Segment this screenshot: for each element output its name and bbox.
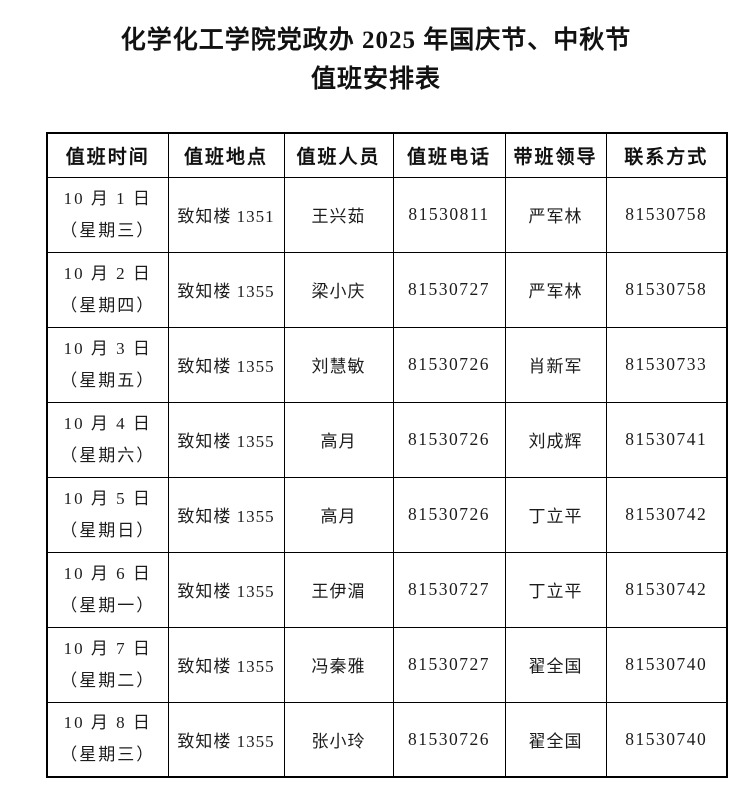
cell-duty-date: 10 月 5 日 （星期日）: [46, 476, 169, 553]
table-header-row: 值班时间 值班地点 值班人员 值班电话 带班领导 联系方式: [46, 132, 728, 178]
cell-duty-person: 王兴茹: [283, 176, 394, 253]
cell-duty-date: 10 月 7 日 （星期二）: [46, 626, 169, 703]
cell-duty-person: 冯秦雅: [283, 626, 394, 703]
cell-duty-phone: 81530727: [392, 551, 506, 628]
cell-duty-location: 致知楼 1355: [167, 551, 285, 628]
cell-duty-date: 10 月 6 日 （星期一）: [46, 551, 169, 628]
cell-contact: 81530758: [605, 251, 728, 328]
header-duty-location: 值班地点: [167, 132, 285, 178]
date-text: 10 月 3 日: [63, 338, 152, 358]
table-row: 10 月 3 日 （星期五） 致知楼 1355 刘慧敏 81530726 肖新军…: [46, 326, 728, 403]
document-title: 化学化工学院党政办 2025 年国庆节、中秋节 值班安排表: [0, 0, 752, 99]
cell-duty-leader: 翟全国: [504, 626, 607, 703]
cell-duty-person: 高月: [283, 401, 394, 478]
cell-duty-location: 致知楼 1355: [167, 326, 285, 403]
title-line-1: 化学化工学院党政办 2025 年国庆节、中秋节: [120, 27, 632, 54]
cell-duty-location: 致知楼 1355: [167, 401, 285, 478]
cell-duty-person: 高月: [283, 476, 394, 553]
table-row: 10 月 6 日 （星期一） 致知楼 1355 王伊湄 81530727 丁立平…: [46, 551, 728, 628]
cell-contact: 81530741: [605, 401, 728, 478]
cell-duty-date: 10 月 1 日 （星期三）: [46, 176, 169, 253]
weekday-text: （星期日）: [60, 520, 156, 540]
title-line-2: 值班安排表: [310, 66, 441, 93]
cell-duty-location: 致知楼 1355: [167, 476, 285, 553]
duty-schedule-table: 值班时间 值班地点 值班人员 值班电话 带班领导 联系方式 10 月 1 日 （…: [46, 132, 728, 778]
cell-duty-leader: 严军林: [504, 176, 607, 253]
date-text: 10 月 7 日: [63, 638, 152, 658]
header-duty-person: 值班人员: [283, 132, 394, 178]
table-row: 10 月 7 日 （星期二） 致知楼 1355 冯秦雅 81530727 翟全国…: [46, 626, 728, 703]
cell-contact: 81530742: [605, 476, 728, 553]
cell-duty-leader: 严军林: [504, 251, 607, 328]
cell-duty-date: 10 月 2 日 （星期四）: [46, 251, 169, 328]
cell-duty-leader: 刘成辉: [504, 401, 607, 478]
weekday-text: （星期一）: [60, 595, 156, 615]
cell-duty-phone: 81530726: [392, 701, 506, 778]
header-duty-phone: 值班电话: [392, 132, 506, 178]
cell-duty-date: 10 月 3 日 （星期五）: [46, 326, 169, 403]
weekday-text: （星期三）: [60, 220, 156, 240]
table-row: 10 月 4 日 （星期六） 致知楼 1355 高月 81530726 刘成辉 …: [46, 401, 728, 478]
cell-duty-person: 刘慧敏: [283, 326, 394, 403]
cell-duty-person: 王伊湄: [283, 551, 394, 628]
cell-duty-phone: 81530726: [392, 401, 506, 478]
cell-duty-person: 张小玲: [283, 701, 394, 778]
cell-duty-date: 10 月 4 日 （星期六）: [46, 401, 169, 478]
weekday-text: （星期二）: [60, 670, 156, 690]
cell-contact: 81530733: [605, 326, 728, 403]
table-row: 10 月 2 日 （星期四） 致知楼 1355 梁小庆 81530727 严军林…: [46, 251, 728, 328]
cell-duty-phone: 81530727: [392, 626, 506, 703]
table-row: 10 月 1 日 （星期三） 致知楼 1351 王兴茹 81530811 严军林…: [46, 176, 728, 253]
cell-duty-location: 致知楼 1351: [167, 176, 285, 253]
date-text: 10 月 1 日: [63, 188, 152, 208]
cell-duty-phone: 81530726: [392, 326, 506, 403]
table-row: 10 月 8 日 （星期三） 致知楼 1355 张小玲 81530726 翟全国…: [46, 701, 728, 778]
table-row: 10 月 5 日 （星期日） 致知楼 1355 高月 81530726 丁立平 …: [46, 476, 728, 553]
cell-duty-leader: 丁立平: [504, 551, 607, 628]
header-contact: 联系方式: [605, 132, 728, 178]
cell-duty-location: 致知楼 1355: [167, 626, 285, 703]
date-text: 10 月 5 日: [63, 488, 152, 508]
cell-duty-leader: 翟全国: [504, 701, 607, 778]
cell-duty-location: 致知楼 1355: [167, 701, 285, 778]
date-text: 10 月 4 日: [63, 413, 152, 433]
date-text: 10 月 8 日: [63, 713, 152, 733]
cell-duty-leader: 肖新军: [504, 326, 607, 403]
header-duty-leader: 带班领导: [504, 132, 607, 178]
date-text: 10 月 6 日: [63, 563, 152, 583]
weekday-text: （星期四）: [60, 295, 156, 315]
cell-duty-phone: 81530727: [392, 251, 506, 328]
cell-duty-phone: 81530811: [392, 176, 506, 253]
date-text: 10 月 2 日: [63, 263, 152, 283]
cell-duty-phone: 81530726: [392, 476, 506, 553]
weekday-text: （星期五）: [60, 370, 156, 390]
cell-duty-leader: 丁立平: [504, 476, 607, 553]
header-duty-time: 值班时间: [46, 132, 169, 178]
cell-contact: 81530758: [605, 176, 728, 253]
weekday-text: （星期三）: [60, 745, 156, 765]
cell-contact: 81530740: [605, 626, 728, 703]
cell-duty-location: 致知楼 1355: [167, 251, 285, 328]
weekday-text: （星期六）: [60, 445, 156, 465]
cell-duty-date: 10 月 8 日 （星期三）: [46, 701, 169, 778]
cell-duty-person: 梁小庆: [283, 251, 394, 328]
cell-contact: 81530740: [605, 701, 728, 778]
cell-contact: 81530742: [605, 551, 728, 628]
